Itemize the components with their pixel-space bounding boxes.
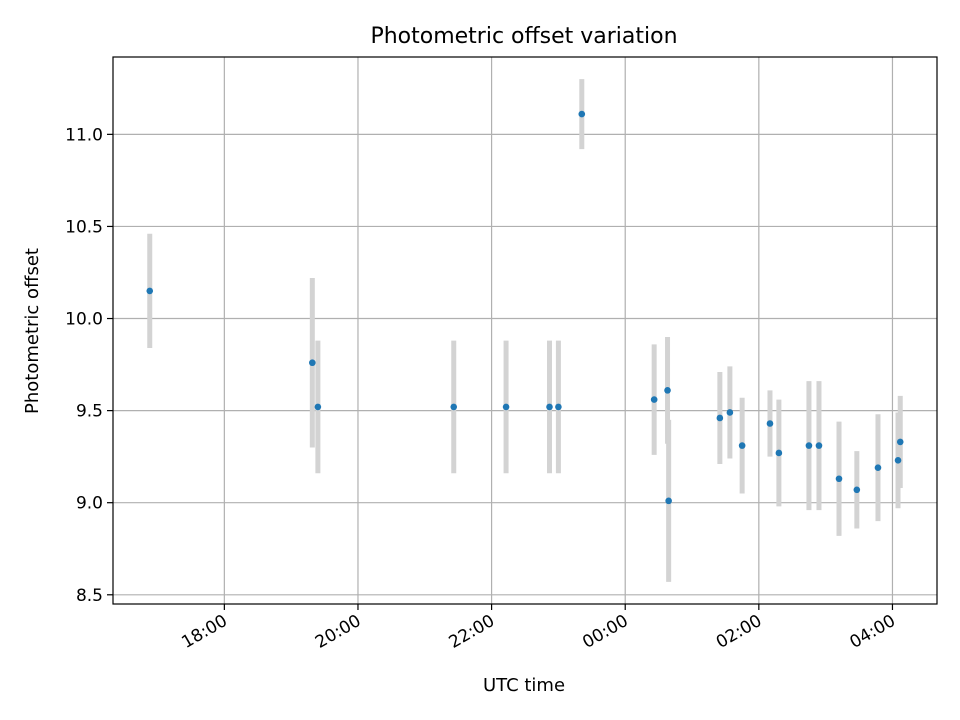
data-point (146, 287, 154, 295)
x-tick-label: 04:00 (847, 611, 899, 653)
data-point (314, 403, 322, 411)
x-tick-label: 02:00 (713, 611, 765, 653)
y-tick-label: 10.0 (65, 310, 103, 330)
data-point (650, 396, 658, 403)
data-points (146, 110, 904, 505)
y-axis-ticks: 8.5 9.0 9.5 10.0 10.5 11.0 (65, 125, 113, 606)
data-point (835, 475, 843, 483)
x-axis-ticks: 18:00 20:00 22:00 00:00 02:00 04:00 (178, 604, 899, 653)
x-tick-label: 20:00 (312, 611, 364, 653)
data-point (815, 442, 823, 449)
data-point (874, 464, 882, 472)
data-point (546, 403, 553, 411)
data-point (766, 420, 774, 427)
x-tick-label: 18:00 (178, 611, 230, 653)
y-axis-label: Photometric offset (22, 248, 43, 414)
data-point (502, 403, 510, 411)
data-point (578, 110, 586, 118)
data-point (309, 359, 316, 367)
data-point (775, 449, 783, 457)
y-tick-label: 9.5 (76, 402, 103, 422)
data-point (805, 442, 813, 449)
y-tick-label: 9.0 (76, 494, 103, 514)
data-point (555, 403, 562, 411)
x-tick-label: 22:00 (446, 611, 498, 653)
data-point (726, 409, 734, 416)
data-point (896, 438, 904, 446)
y-tick-label: 11.0 (65, 125, 103, 145)
y-tick-label: 10.5 (65, 217, 103, 237)
x-tick-label: 00:00 (579, 611, 631, 653)
chart-title: Photometric offset variation (370, 24, 677, 49)
data-point (853, 486, 861, 494)
plot-frame (112, 56, 938, 605)
data-point (894, 457, 902, 464)
error-bars (147, 79, 903, 582)
x-axis-label: UTC time (483, 675, 565, 696)
data-point (450, 403, 458, 411)
grid-lines (113, 57, 937, 604)
data-point (738, 442, 746, 449)
data-point (716, 414, 724, 422)
y-tick-label: 8.5 (76, 586, 103, 606)
data-point (664, 387, 671, 394)
data-point (665, 497, 672, 505)
